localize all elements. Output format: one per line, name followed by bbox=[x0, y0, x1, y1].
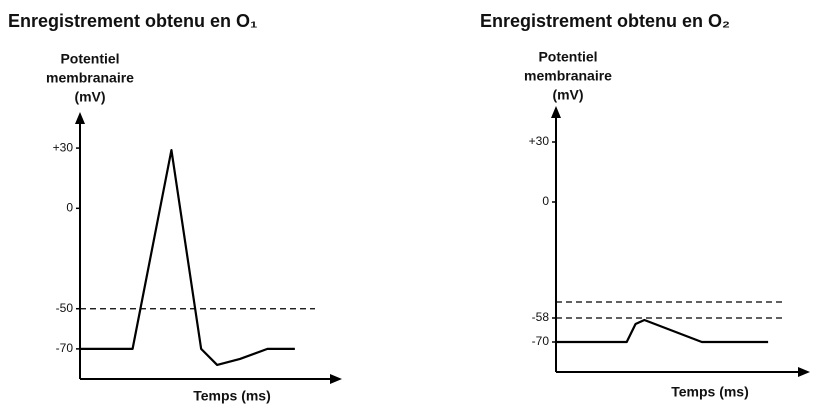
y-tick-label: 0 bbox=[542, 194, 549, 208]
y-axis-label: (mV) bbox=[74, 89, 105, 105]
x-axis-label: Temps (ms) bbox=[671, 384, 749, 400]
y-tick-label: -50 bbox=[56, 301, 74, 315]
y-axis-label: membranaire bbox=[524, 68, 612, 84]
y-tick-label: -58 bbox=[532, 310, 550, 324]
y-axis-label: membranaire bbox=[46, 70, 134, 86]
y-tick-label: -70 bbox=[532, 334, 550, 348]
x-axis-arrow bbox=[330, 374, 342, 384]
y-axis-label: (mV) bbox=[552, 87, 583, 103]
y-tick-label: +30 bbox=[529, 134, 550, 148]
y-tick-label: +30 bbox=[53, 140, 74, 154]
y-axis-arrow bbox=[551, 106, 561, 118]
x-axis-arrow bbox=[798, 367, 810, 377]
data-line bbox=[80, 148, 295, 367]
y-axis-label: Potentiel bbox=[60, 51, 119, 67]
y-tick-label: 0 bbox=[66, 200, 73, 214]
chart-title: Enregistrement obtenu en O₂ bbox=[480, 11, 730, 31]
y-tick-label: -70 bbox=[56, 341, 74, 355]
y-axis-label: Potentiel bbox=[538, 49, 597, 65]
data-line bbox=[556, 318, 769, 344]
chart-title: Enregistrement obtenu en O₁ bbox=[8, 11, 257, 31]
y-axis-arrow bbox=[75, 112, 85, 124]
x-axis-label: Temps (ms) bbox=[193, 388, 271, 404]
